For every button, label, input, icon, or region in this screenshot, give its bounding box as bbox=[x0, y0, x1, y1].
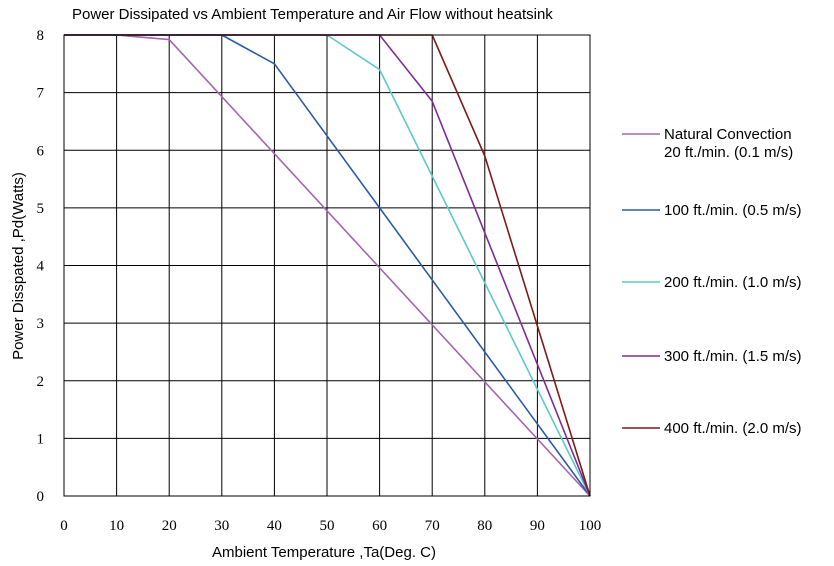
y-tick-labels: 0 1 2 3 4 5 6 7 8 bbox=[37, 28, 45, 505]
y-tick-label: 3 bbox=[37, 316, 45, 332]
x-tick-label: 90 bbox=[530, 518, 545, 534]
x-tick-label: 20 bbox=[162, 518, 177, 534]
y-tick-label: 6 bbox=[37, 143, 45, 159]
x-axis-label: Ambient Temperature ,Ta(Deg. C) bbox=[212, 544, 436, 561]
y-tick-label: 8 bbox=[37, 28, 45, 44]
legend-label: 100 ft./min. (0.5 m/s) bbox=[664, 202, 802, 219]
legend-entry-3: 200 ft./min. (1.0 m/s) bbox=[622, 274, 802, 291]
y-tick-label: 0 bbox=[37, 489, 45, 505]
x-tick-labels: 0 10 20 30 40 50 60 70 80 90 100 bbox=[60, 518, 601, 534]
legend-label: 400 ft./min. (2.0 m/s) bbox=[664, 420, 802, 437]
x-tick-label: 50 bbox=[320, 518, 335, 534]
legend: Natural Convection 20 ft./min. (0.1 m/s) 1… bbox=[622, 126, 802, 437]
x-tick-label: 60 bbox=[372, 518, 387, 534]
x-tick-label: 30 bbox=[214, 518, 229, 534]
y-tick-label: 1 bbox=[37, 431, 45, 447]
legend-label: Natural Convection 20 ft./min. (0.1 m/s) bbox=[664, 126, 793, 161]
x-tick-label: 100 bbox=[579, 518, 602, 534]
legend-entry-5: 400 ft./min. (2.0 m/s) bbox=[622, 420, 802, 437]
legend-entry-2: 100 ft./min. (0.5 m/s) bbox=[622, 202, 802, 219]
legend-label: 300 ft./min. (1.5 m/s) bbox=[664, 348, 802, 365]
x-tick-label: 40 bbox=[267, 518, 282, 534]
x-tick-label: 70 bbox=[425, 518, 440, 534]
x-tick-label: 10 bbox=[109, 518, 124, 534]
legend-label: 200 ft./min. (1.0 m/s) bbox=[664, 274, 802, 291]
x-tick-label: 0 bbox=[60, 518, 68, 534]
chart-title: Power Dissipated vs Ambient Temperature … bbox=[72, 6, 553, 23]
legend-entry-1: Natural Convection 20 ft./min. (0.1 m/s) bbox=[622, 126, 793, 161]
y-tick-label: 5 bbox=[37, 201, 45, 217]
grid bbox=[63, 34, 591, 497]
y-tick-label: 4 bbox=[37, 259, 45, 275]
x-tick-label: 80 bbox=[477, 518, 492, 534]
legend-entry-4: 300 ft./min. (1.5 m/s) bbox=[622, 348, 802, 365]
y-tick-label: 7 bbox=[37, 86, 45, 102]
y-tick-label: 2 bbox=[37, 374, 45, 390]
y-axis-label: Power Disspated ,Pd(Watts) bbox=[10, 172, 27, 360]
plot-frame bbox=[63, 34, 591, 497]
